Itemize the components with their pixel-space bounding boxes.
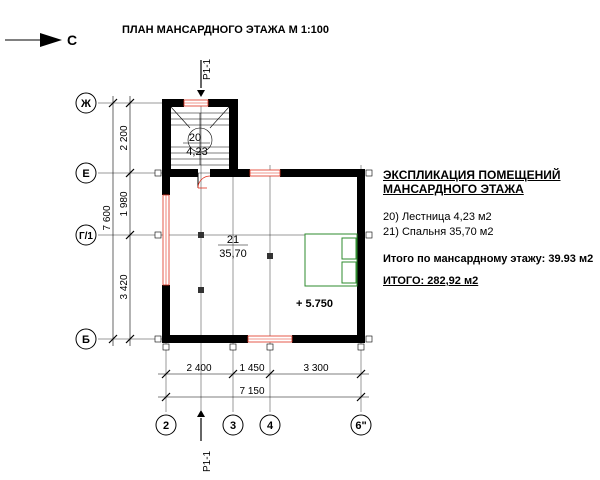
- room-21-label: 21 35,70: [218, 234, 248, 260]
- row-axis-b: Б: [75, 328, 97, 350]
- row-axis-label: Ж: [80, 98, 91, 110]
- dim-bottom-total: 7 150: [239, 386, 264, 397]
- left-dimensions: 2 200 1 980 3 420 7 600: [102, 96, 135, 346]
- col-axis-label: 4: [267, 420, 274, 432]
- room-number: 21: [227, 234, 239, 246]
- section-mark-bottom-label: Р1-1: [202, 450, 213, 472]
- row-axis-label: Б: [82, 334, 90, 346]
- room-20-label: 20 4,23: [183, 132, 210, 158]
- axis-stubs: [154, 169, 373, 351]
- section-mark-bottom: Р1-1: [197, 410, 213, 472]
- row-axis-g1: Г/1: [75, 224, 97, 246]
- room-area: 4,23: [186, 146, 207, 158]
- north-arrow: С: [5, 32, 77, 48]
- explication-row: 21) Спальня 35,70 м2: [383, 226, 494, 238]
- row-axis-label: Г/1: [79, 231, 93, 242]
- dim-bottom-segment: 2 400: [186, 363, 211, 374]
- north-arrow-icon: [40, 33, 62, 47]
- row-axis-zh: Ж: [75, 92, 97, 114]
- north-arrow-label: С: [67, 32, 77, 48]
- explication-subheading: МАНСАРДНОГО ЭТАЖА: [383, 182, 524, 196]
- walls: [162, 99, 365, 343]
- windows: [162, 99, 293, 343]
- row-axis-label: Е: [82, 168, 89, 180]
- dim-bottom-segment: 1 450: [239, 363, 264, 374]
- col-axis-label: 2: [163, 420, 169, 432]
- bed: [304, 233, 358, 287]
- staircase: [170, 106, 230, 166]
- grand-total: ИТОГО: 282,92 м2: [383, 275, 479, 287]
- explication-heading: ЭКСПЛИКАЦИЯ ПОМЕЩЕНИЙ: [383, 168, 561, 182]
- plan-title: ПЛАН МАНСАРДНОГО ЭТАЖА М 1:100: [122, 24, 329, 36]
- dim-bottom-segment: 3 300: [303, 363, 328, 374]
- floor-total: Итого по мансардному этажу: 39.93 м2: [383, 253, 594, 265]
- col-axis-4: 4: [259, 414, 281, 436]
- room-area: 35,70: [219, 248, 247, 260]
- col-axis-label: 6": [355, 420, 366, 432]
- dim-left-total: 7 600: [102, 205, 113, 230]
- section-arrow-icon: [197, 90, 205, 97]
- section-mark-top-label: Р1-1: [202, 58, 213, 80]
- col-axis-3: 3: [222, 414, 244, 436]
- row-axis-markers: Ж Е Г/1 Б: [75, 92, 97, 350]
- col-axis-label: 3: [230, 420, 236, 432]
- section-arrow-icon: [197, 410, 205, 417]
- bottom-dimensions: 2 400 1 450 3 300 7 150: [158, 363, 369, 402]
- row-axis-e: Е: [75, 162, 97, 184]
- section-mark-top: Р1-1: [197, 58, 213, 97]
- dim-left-segment: 1 980: [119, 191, 130, 216]
- explication-legend: ЭКСПЛИКАЦИЯ ПОМЕЩЕНИЙ МАНСАРДНОГО ЭТАЖА …: [383, 168, 598, 288]
- posts: [198, 232, 273, 293]
- level-mark: + 5.750: [296, 298, 333, 310]
- dim-left-segment: 2 200: [119, 125, 130, 150]
- col-axis-markers: 2 3 4 6": [155, 414, 372, 436]
- col-axis-2: 2: [155, 414, 177, 436]
- col-axis-6: 6": [350, 414, 372, 436]
- explication-row: 20) Лестница 4,23 м2: [383, 211, 492, 223]
- dim-left-segment: 3 420: [119, 274, 130, 299]
- room-number: 20: [189, 132, 201, 144]
- door: [197, 173, 211, 189]
